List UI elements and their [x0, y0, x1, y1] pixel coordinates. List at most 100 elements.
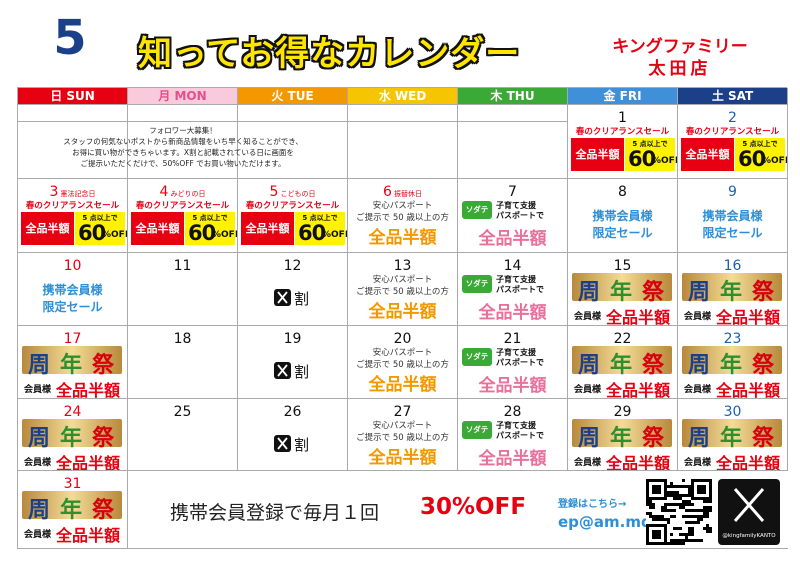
sodate-badge: ソダテ	[462, 421, 492, 439]
day-cell: 9 携帯会員様 限定セール	[678, 179, 788, 253]
date-head: 27	[348, 401, 457, 420]
date-number: 8	[618, 184, 627, 200]
date-head: 26	[238, 401, 347, 420]
sale-off: %OFF	[762, 156, 787, 166]
anniv-member: 会員様	[574, 458, 602, 468]
passport-line: ご提示で 50 歳以上の方	[356, 213, 449, 223]
date-number: 13	[393, 258, 412, 274]
day-cell: 20 安心パスポート ご提示で 50 歳以上の方 全品半額	[348, 326, 458, 399]
store-branch: 太田店	[648, 59, 712, 79]
anniv-banner: 周年祭	[22, 491, 122, 523]
sodate-line: 子育て支援	[496, 201, 536, 210]
anniv-char: 年	[610, 280, 633, 305]
anniv-char: 周	[688, 280, 711, 305]
day-cell: 7 ソダテ 子育て支援 パスポートで 全品半額	[458, 179, 568, 253]
empty-cell	[128, 105, 238, 179]
weekday-header: 土 SAT	[678, 88, 788, 105]
sale-off: %OFF	[322, 230, 347, 240]
anniv-char: 年	[610, 353, 633, 378]
day-cell: 11	[128, 253, 238, 326]
sodate-line: 子育て支援	[496, 348, 536, 357]
sale-half: 全品半額	[21, 212, 74, 245]
sale-pct: 60	[78, 221, 106, 245]
day-cell: 23 周年祭会員様 全品半額	[678, 326, 788, 399]
day-cell: 8 携帯会員様 限定セール	[568, 179, 678, 253]
qr-pattern	[646, 479, 712, 545]
sale-pct: 60	[628, 147, 656, 171]
sale-cond: 5 点以上で	[82, 214, 118, 222]
day-cell: 17 周年祭会員様 全品半額	[18, 326, 128, 399]
anniv-char: 祭	[752, 426, 775, 451]
date-number: 12	[283, 258, 302, 274]
sale-off: %OFF	[212, 230, 237, 240]
sale-title: 春のクリアランスセール	[135, 201, 230, 211]
date-number: 20	[393, 331, 412, 347]
footer-highlight: 30%OFF	[420, 494, 527, 520]
x-logo	[277, 364, 288, 377]
anniv-char: 祭	[752, 353, 775, 378]
date-head: 3 憲法記念日	[18, 181, 127, 200]
notice: フォロワー大募集！ スタッフの何気ないポストから新商品情報をいち早く知ることができ…	[18, 125, 348, 169]
date-head: 14	[458, 255, 567, 274]
sale-half: 全品半額	[241, 212, 294, 245]
day-cell: 15 周年祭会員様 全品半額	[568, 253, 678, 326]
date-number: 14	[503, 258, 522, 274]
x-icon	[274, 362, 291, 379]
weekday-header: 水 WED	[348, 88, 458, 105]
date-head: 2	[678, 107, 787, 126]
sale-off: %OFF	[102, 230, 127, 240]
date-number: 28	[503, 404, 522, 420]
calendar-grid: 日 SUN 月 MON 火 TUE 水 WED 木 THU 金 FRI 土 SAT フォロワー…	[17, 87, 788, 549]
date-head: 23	[678, 328, 787, 347]
day-cell: 26 割	[238, 399, 348, 471]
anniv-char: 年	[60, 426, 83, 451]
member-line: 限定セール	[592, 226, 653, 240]
weekday-header: 木 THU	[458, 88, 568, 105]
empty-cell	[18, 105, 128, 179]
date-number: 24	[63, 404, 82, 420]
day-cell: 14 ソダテ 子育て支援 パスポートで 全品半額	[458, 253, 568, 326]
anniv-member: 会員様	[24, 530, 52, 540]
date-head: 6 振替休日	[348, 181, 457, 200]
passport-line: 安心パスポート	[372, 201, 433, 211]
anniv-char: 祭	[92, 426, 115, 451]
anniv-char: 年	[720, 353, 743, 378]
date-number: 19	[283, 331, 302, 347]
footer-text: 携帯会員登録で毎月１回	[170, 502, 380, 524]
anniv-offer: 全品半額	[606, 454, 671, 471]
member-line: 限定セール	[42, 300, 103, 314]
date-head: 30	[678, 401, 787, 420]
day-cell: 22 周年祭会員様 全品半額	[568, 326, 678, 399]
day-cell: 27 安心パスポート ご提示で 50 歳以上の方 全品半額	[348, 399, 458, 471]
register-label: 登録はこちら→	[558, 499, 627, 510]
date-number: 29	[613, 404, 632, 420]
title: 知ってお得なカレンダー	[138, 34, 521, 74]
anniv-banner: 周年祭	[572, 419, 672, 451]
date-head: 4 みどりの日	[128, 181, 237, 200]
sodate-line: パスポートで	[496, 211, 544, 220]
date-head: 10	[18, 255, 127, 274]
date-number: 15	[613, 258, 632, 274]
x-icon	[274, 435, 291, 452]
day-cell: 31 周年祭会員様 全品半額	[18, 471, 128, 549]
empty-cell	[458, 105, 568, 179]
passport-line: 安心パスポート	[372, 348, 433, 358]
sale-title: 春のクリアランスセール	[575, 127, 670, 137]
anniv-member: 会員様	[574, 312, 602, 322]
date-head: 5 こどもの日	[238, 181, 347, 200]
day-cell: 13 安心パスポート ご提示で 50 歳以上の方 全品半額	[348, 253, 458, 326]
anniv-char: 年	[60, 498, 83, 523]
anniv-char: 祭	[92, 498, 115, 523]
sodate-line: パスポートで	[496, 431, 544, 440]
anniv-offer: 全品半額	[606, 308, 671, 326]
anniv-char: 周	[688, 353, 711, 378]
anniv-char: 祭	[642, 426, 665, 451]
anniv-char: 周	[578, 280, 601, 305]
passport-line: ご提示で 50 歳以上の方	[356, 360, 449, 370]
x-handle: @kingfamilyKANTO	[722, 533, 776, 539]
anniv-offer: 全品半額	[56, 381, 121, 399]
